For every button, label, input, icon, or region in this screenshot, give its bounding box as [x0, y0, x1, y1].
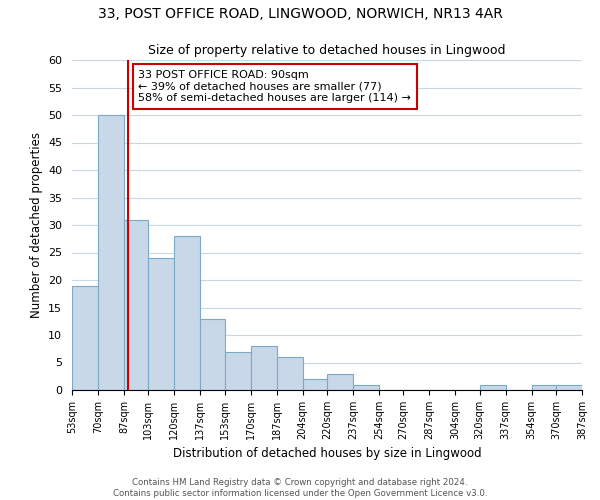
Bar	[98, 115, 124, 390]
Text: Contains HM Land Registry data © Crown copyright and database right 2024.
Contai: Contains HM Land Registry data © Crown c…	[113, 478, 487, 498]
X-axis label: Distribution of detached houses by size in Lingwood: Distribution of detached houses by size …	[173, 448, 481, 460]
Bar	[353, 384, 379, 390]
Bar	[479, 384, 506, 390]
Bar	[175, 236, 200, 390]
Bar	[277, 357, 302, 390]
Y-axis label: Number of detached properties: Number of detached properties	[29, 132, 43, 318]
Text: 33 POST OFFICE ROAD: 90sqm
← 39% of detached houses are smaller (77)
58% of semi: 33 POST OFFICE ROAD: 90sqm ← 39% of deta…	[139, 70, 411, 103]
Bar	[148, 258, 175, 390]
Bar	[72, 286, 98, 390]
Bar	[302, 379, 327, 390]
Bar	[224, 352, 251, 390]
Title: Size of property relative to detached houses in Lingwood: Size of property relative to detached ho…	[148, 44, 506, 58]
Bar	[200, 318, 224, 390]
Text: 33, POST OFFICE ROAD, LINGWOOD, NORWICH, NR13 4AR: 33, POST OFFICE ROAD, LINGWOOD, NORWICH,…	[98, 8, 502, 22]
Bar	[556, 384, 582, 390]
Bar	[532, 384, 556, 390]
Bar	[251, 346, 277, 390]
Bar	[327, 374, 353, 390]
Bar	[124, 220, 148, 390]
